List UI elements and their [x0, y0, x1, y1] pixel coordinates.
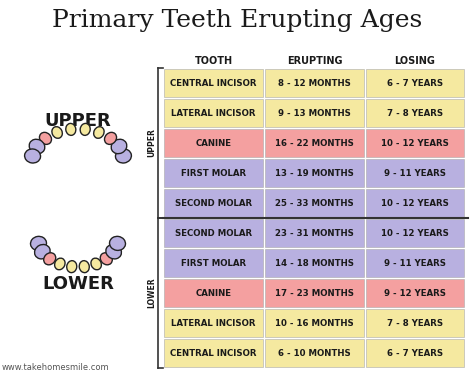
- Text: UPPER: UPPER: [147, 128, 156, 157]
- FancyBboxPatch shape: [265, 339, 364, 367]
- Ellipse shape: [116, 149, 131, 163]
- Text: 14 - 18 MONTHS: 14 - 18 MONTHS: [275, 258, 354, 268]
- Ellipse shape: [91, 258, 101, 270]
- Text: 16 - 22 MONTHS: 16 - 22 MONTHS: [275, 138, 354, 147]
- Ellipse shape: [39, 132, 52, 144]
- Ellipse shape: [79, 261, 89, 273]
- Text: ERUPTING: ERUPTING: [287, 56, 342, 66]
- Text: CANINE: CANINE: [195, 138, 231, 147]
- FancyBboxPatch shape: [366, 279, 464, 307]
- FancyBboxPatch shape: [265, 279, 364, 307]
- FancyBboxPatch shape: [366, 129, 464, 157]
- Ellipse shape: [94, 127, 104, 138]
- Ellipse shape: [109, 236, 126, 251]
- Text: 9 - 11 YEARS: 9 - 11 YEARS: [384, 169, 446, 177]
- Text: SECOND MOLAR: SECOND MOLAR: [175, 199, 252, 207]
- FancyBboxPatch shape: [265, 159, 364, 187]
- FancyBboxPatch shape: [265, 249, 364, 277]
- Text: 10 - 16 MONTHS: 10 - 16 MONTHS: [275, 318, 354, 327]
- Text: CENTRAL INCISOR: CENTRAL INCISOR: [170, 78, 257, 88]
- FancyBboxPatch shape: [366, 159, 464, 187]
- Text: 10 - 12 YEARS: 10 - 12 YEARS: [381, 229, 449, 238]
- Text: 6 - 7 YEARS: 6 - 7 YEARS: [387, 349, 443, 357]
- Text: 17 - 23 MONTHS: 17 - 23 MONTHS: [275, 288, 354, 298]
- Ellipse shape: [104, 132, 117, 144]
- Ellipse shape: [29, 139, 45, 154]
- FancyBboxPatch shape: [366, 189, 464, 217]
- FancyBboxPatch shape: [265, 189, 364, 217]
- Text: FIRST MOLAR: FIRST MOLAR: [181, 169, 246, 177]
- FancyBboxPatch shape: [164, 159, 263, 187]
- Text: UPPER: UPPER: [45, 112, 111, 130]
- FancyBboxPatch shape: [164, 279, 263, 307]
- FancyBboxPatch shape: [164, 339, 263, 367]
- Text: 8 - 12 MONTHS: 8 - 12 MONTHS: [278, 78, 351, 88]
- Ellipse shape: [52, 127, 63, 138]
- Ellipse shape: [66, 124, 76, 135]
- Text: 6 - 7 YEARS: 6 - 7 YEARS: [387, 78, 443, 88]
- Text: CENTRAL INCISOR: CENTRAL INCISOR: [170, 349, 257, 357]
- Text: LOWER: LOWER: [147, 278, 156, 308]
- FancyBboxPatch shape: [366, 309, 464, 337]
- Text: LATERAL INCISOR: LATERAL INCISOR: [171, 318, 256, 327]
- Text: TOOTH: TOOTH: [194, 56, 233, 66]
- FancyBboxPatch shape: [366, 69, 464, 97]
- FancyBboxPatch shape: [164, 219, 263, 247]
- FancyBboxPatch shape: [164, 129, 263, 157]
- Ellipse shape: [100, 253, 112, 265]
- FancyBboxPatch shape: [164, 69, 263, 97]
- FancyBboxPatch shape: [366, 249, 464, 277]
- Ellipse shape: [67, 261, 77, 273]
- FancyBboxPatch shape: [164, 309, 263, 337]
- Ellipse shape: [30, 236, 46, 251]
- FancyBboxPatch shape: [265, 69, 364, 97]
- Text: 7 - 8 YEARS: 7 - 8 YEARS: [387, 108, 443, 117]
- FancyBboxPatch shape: [164, 249, 263, 277]
- FancyBboxPatch shape: [265, 219, 364, 247]
- FancyBboxPatch shape: [265, 129, 364, 157]
- FancyBboxPatch shape: [265, 99, 364, 127]
- Text: 10 - 12 YEARS: 10 - 12 YEARS: [381, 199, 449, 207]
- Text: 10 - 12 YEARS: 10 - 12 YEARS: [381, 138, 449, 147]
- Text: 9 - 13 MONTHS: 9 - 13 MONTHS: [278, 108, 351, 117]
- Text: 23 - 31 MONTHS: 23 - 31 MONTHS: [275, 229, 354, 238]
- Text: www.takehomesmile.com: www.takehomesmile.com: [1, 362, 109, 371]
- Text: LATERAL INCISOR: LATERAL INCISOR: [171, 108, 256, 117]
- Text: 9 - 12 YEARS: 9 - 12 YEARS: [384, 288, 446, 298]
- Text: FIRST MOLAR: FIRST MOLAR: [181, 258, 246, 268]
- Text: Primary Teeth Erupting Ages: Primary Teeth Erupting Ages: [52, 9, 422, 33]
- FancyBboxPatch shape: [164, 189, 263, 217]
- FancyBboxPatch shape: [265, 309, 364, 337]
- FancyBboxPatch shape: [366, 99, 464, 127]
- FancyBboxPatch shape: [164, 99, 263, 127]
- Text: 6 - 10 MONTHS: 6 - 10 MONTHS: [278, 349, 351, 357]
- Text: 25 - 33 MONTHS: 25 - 33 MONTHS: [275, 199, 354, 207]
- Text: 9 - 11 YEARS: 9 - 11 YEARS: [384, 258, 446, 268]
- Ellipse shape: [111, 139, 127, 154]
- Ellipse shape: [44, 253, 56, 265]
- Text: SECOND MOLAR: SECOND MOLAR: [175, 229, 252, 238]
- Text: 7 - 8 YEARS: 7 - 8 YEARS: [387, 318, 443, 327]
- Ellipse shape: [55, 258, 65, 270]
- Text: LOWER: LOWER: [42, 275, 114, 293]
- Text: 13 - 19 MONTHS: 13 - 19 MONTHS: [275, 169, 354, 177]
- FancyBboxPatch shape: [366, 339, 464, 367]
- Ellipse shape: [80, 124, 90, 135]
- Ellipse shape: [35, 244, 50, 259]
- Ellipse shape: [106, 244, 121, 259]
- Text: CANINE: CANINE: [195, 288, 231, 298]
- FancyBboxPatch shape: [366, 219, 464, 247]
- Ellipse shape: [25, 149, 41, 163]
- Text: LOSING: LOSING: [394, 56, 436, 66]
